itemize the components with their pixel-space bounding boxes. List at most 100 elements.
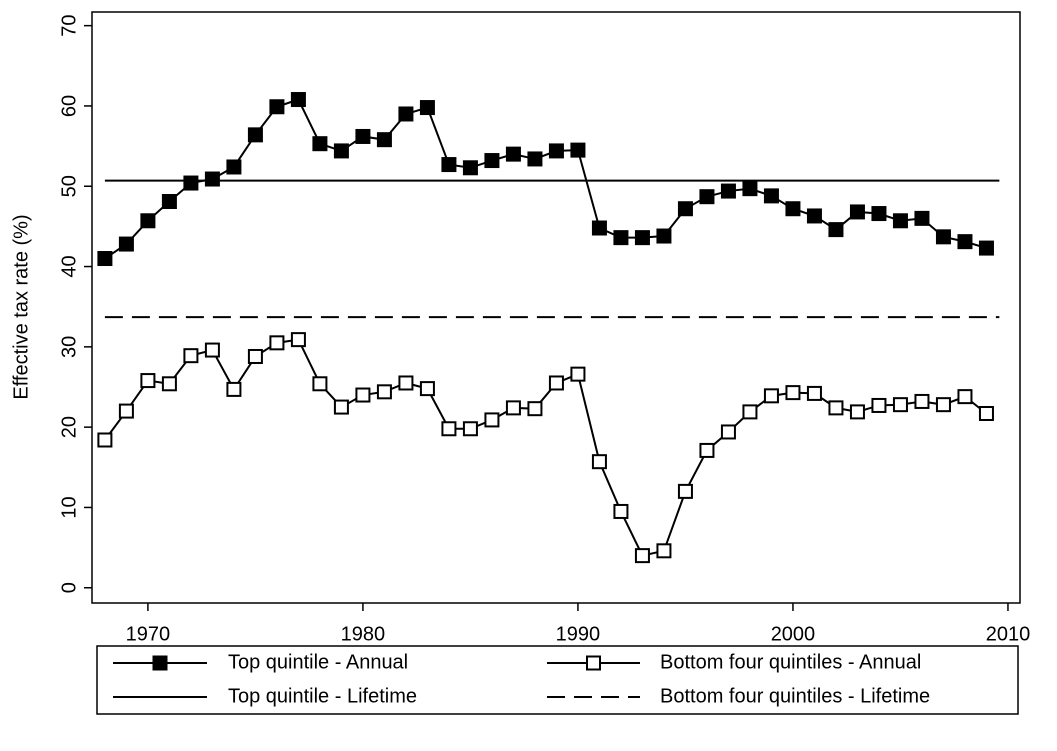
data-point bbox=[355, 387, 371, 403]
data-point bbox=[763, 188, 779, 204]
data-point bbox=[591, 220, 607, 236]
data-point bbox=[290, 332, 306, 348]
y-tick-label: 60 bbox=[58, 95, 80, 117]
data-point bbox=[290, 92, 306, 108]
data-point bbox=[785, 385, 801, 401]
data-point bbox=[505, 146, 521, 162]
data-point bbox=[204, 342, 220, 358]
data-point bbox=[462, 421, 478, 437]
data-point bbox=[441, 157, 457, 173]
y-tick-label: 50 bbox=[58, 175, 80, 197]
data-point bbox=[161, 376, 177, 392]
legend-label: Top quintile - Annual bbox=[228, 651, 408, 673]
data-point bbox=[269, 335, 285, 351]
data-point bbox=[333, 143, 349, 159]
data-point bbox=[376, 132, 392, 148]
x-tick-label: 2010 bbox=[986, 623, 1031, 645]
x-tick-label: 1970 bbox=[126, 623, 171, 645]
data-point bbox=[312, 376, 328, 392]
y-tick-label: 70 bbox=[58, 15, 80, 37]
y-axis-title: Effective tax rate (%) bbox=[10, 214, 32, 399]
data-point bbox=[849, 204, 865, 220]
data-point bbox=[742, 181, 758, 197]
data-point bbox=[677, 201, 693, 217]
data-point bbox=[892, 213, 908, 229]
data-point bbox=[97, 251, 113, 267]
data-point bbox=[591, 454, 607, 470]
data-point bbox=[871, 397, 887, 413]
data-point bbox=[226, 381, 242, 397]
data-point bbox=[742, 404, 758, 420]
x-tick-label: 2000 bbox=[771, 623, 816, 645]
data-point bbox=[97, 432, 113, 448]
data-point bbox=[763, 388, 779, 404]
data-point bbox=[548, 375, 564, 391]
series-line bbox=[104, 98, 987, 260]
data-point bbox=[634, 230, 650, 246]
data-point bbox=[527, 151, 543, 167]
data-point bbox=[204, 171, 220, 187]
data-point bbox=[247, 127, 263, 143]
data-point bbox=[656, 543, 672, 559]
data-point bbox=[118, 236, 134, 252]
data-point bbox=[505, 400, 521, 416]
data-point bbox=[806, 385, 822, 401]
data-point bbox=[183, 348, 199, 364]
series-line bbox=[104, 338, 988, 557]
legend-marker bbox=[586, 655, 601, 671]
data-point bbox=[247, 348, 263, 364]
data-point bbox=[398, 375, 414, 391]
data-point bbox=[914, 393, 930, 409]
plot-frame bbox=[91, 11, 1021, 604]
data-point bbox=[828, 222, 844, 238]
data-point bbox=[419, 100, 435, 116]
y-tick-label: 0 bbox=[58, 582, 80, 593]
x-tick-label: 1980 bbox=[341, 623, 386, 645]
data-point bbox=[656, 228, 672, 244]
data-point bbox=[333, 399, 349, 415]
y-tick-label: 40 bbox=[58, 255, 80, 277]
data-point bbox=[140, 373, 156, 389]
y-tick-label: 30 bbox=[58, 336, 80, 358]
data-point bbox=[720, 183, 736, 199]
data-point bbox=[613, 503, 629, 519]
data-point bbox=[935, 229, 951, 245]
data-point bbox=[935, 397, 951, 413]
data-point bbox=[226, 159, 242, 175]
data-point bbox=[978, 240, 994, 256]
data-point bbox=[140, 213, 156, 229]
data-point bbox=[699, 189, 715, 205]
data-point bbox=[269, 99, 285, 115]
data-point bbox=[892, 397, 908, 413]
legend-label: Top quintile - Lifetime bbox=[228, 685, 417, 707]
y-tick-label: 10 bbox=[58, 496, 80, 518]
data-point bbox=[118, 403, 134, 419]
legend-label: Bottom four quintiles - Annual bbox=[660, 651, 921, 673]
data-point bbox=[871, 206, 887, 222]
data-point bbox=[161, 194, 177, 210]
y-tick-label: 20 bbox=[58, 416, 80, 438]
data-point bbox=[462, 160, 478, 176]
data-point bbox=[484, 412, 500, 428]
data-point bbox=[376, 384, 392, 400]
data-point bbox=[957, 234, 973, 250]
legend-box bbox=[96, 645, 1019, 715]
data-point bbox=[570, 366, 586, 382]
data-point bbox=[419, 381, 435, 397]
legend-marker bbox=[152, 655, 168, 671]
data-point bbox=[828, 400, 844, 416]
data-point bbox=[570, 142, 586, 158]
data-point bbox=[484, 153, 500, 169]
data-point bbox=[806, 208, 822, 224]
data-point bbox=[677, 483, 693, 499]
data-point bbox=[183, 175, 199, 191]
data-point bbox=[613, 230, 629, 246]
data-point bbox=[785, 201, 801, 217]
data-point bbox=[312, 136, 328, 152]
data-point bbox=[957, 389, 973, 405]
data-point bbox=[978, 405, 994, 421]
data-point bbox=[720, 424, 736, 440]
legend-label: Bottom four quintiles - Lifetime bbox=[660, 685, 930, 707]
data-point bbox=[355, 128, 371, 144]
